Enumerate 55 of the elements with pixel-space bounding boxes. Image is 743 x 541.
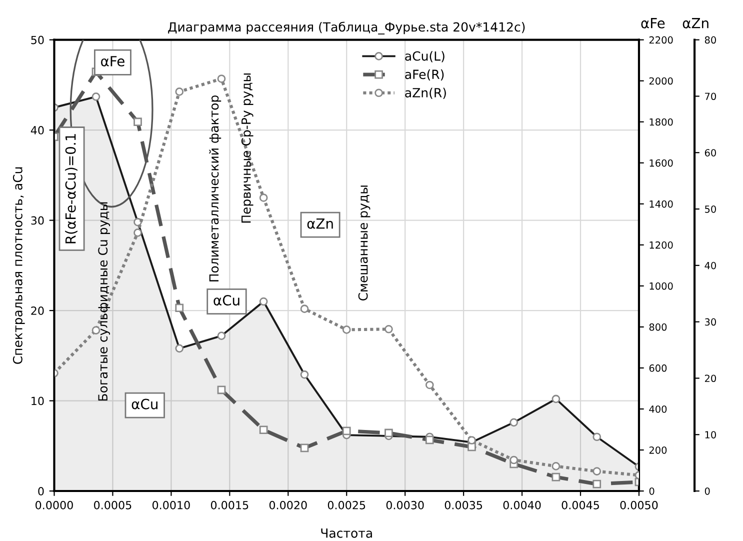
annotation: αZn xyxy=(307,218,333,229)
x-tick-label: 0.0010 xyxy=(152,500,190,510)
annotation: R(αFe-αCu)=0.1 xyxy=(65,134,78,244)
y-tick-label: 50 xyxy=(31,36,44,44)
y2-tick-label: 1600 xyxy=(650,159,673,167)
y3-tick-label: 60 xyxy=(704,149,716,156)
legend-label: aCu(L) xyxy=(405,51,444,62)
y-tick-label: 40 xyxy=(30,126,44,134)
x-tick-label: 0.0030 xyxy=(386,500,424,510)
y2-tick-label: 1800 xyxy=(650,118,673,126)
y2-tick-label: 1000 xyxy=(650,282,673,290)
y2-tick-label: 600 xyxy=(649,364,667,372)
y3-tick-label: 80 xyxy=(704,36,716,44)
y3-tick-label: 20 xyxy=(704,374,716,382)
y-axis-title: Спектральная плотность, aCu xyxy=(12,167,25,364)
y3-axis-title: αZn xyxy=(682,18,708,28)
y2-axis-title: αFe xyxy=(641,18,665,28)
y2-tick-label: 0 xyxy=(649,487,654,495)
annotation: Богатые сульфидные Cu руды xyxy=(98,202,110,401)
x-tick-label: 0.0035 xyxy=(444,500,482,510)
x-tick-label: 0.0025 xyxy=(328,500,366,510)
y2-tick-label: 800 xyxy=(649,323,667,331)
annotation: Первичные Cp-Py руды xyxy=(241,73,254,223)
legend-label: aZn(R) xyxy=(405,88,446,99)
annotation: Смешанные руды xyxy=(358,186,370,300)
y-tick-label: 30 xyxy=(31,216,44,225)
y2-tick-label: 2200 xyxy=(649,36,673,44)
y2-tick-label: 200 xyxy=(649,446,667,454)
y3-tick-label: 70 xyxy=(705,92,716,100)
y2-tick-label: 2000 xyxy=(649,77,673,85)
y3-tick-label: 40 xyxy=(704,262,716,270)
y2-tick-label: 400 xyxy=(649,405,667,413)
annotation: αFe xyxy=(101,56,124,66)
annotation: αCu xyxy=(132,398,158,410)
x-axis-title: Частота xyxy=(321,528,372,538)
x-tick-label: 0.0015 xyxy=(210,500,248,510)
y3-tick-label: 30 xyxy=(705,318,716,326)
x-tick-label: 0.0000 xyxy=(36,500,73,510)
x-tick-label: 0.0040 xyxy=(503,500,541,510)
x-tick-label: 0.0045 xyxy=(562,500,599,510)
x-tick-label: 0.0005 xyxy=(94,500,132,510)
chart-title: Диаграмма рассеяния (Таблица_Фурье.sta 20v*1412c) xyxy=(168,22,525,34)
y3-tick-label: 0 xyxy=(704,487,710,495)
y2-tick-label: 1200 xyxy=(650,241,673,249)
y-tick-label: 20 xyxy=(31,306,44,315)
y3-tick-label: 50 xyxy=(705,205,716,213)
y-tick-label: 0 xyxy=(38,486,44,496)
legend-label: aFe(R) xyxy=(405,69,444,81)
x-tick-label: 0.0050 xyxy=(620,500,658,510)
x-tick-label: 0.0020 xyxy=(269,500,307,510)
annotation: Полиметаллический фактор xyxy=(209,95,222,282)
annotation: αCu xyxy=(214,295,240,306)
y3-tick-label: 10 xyxy=(705,431,716,438)
y2-tick-label: 1400 xyxy=(650,200,673,208)
y-tick-label: 10 xyxy=(32,396,44,406)
